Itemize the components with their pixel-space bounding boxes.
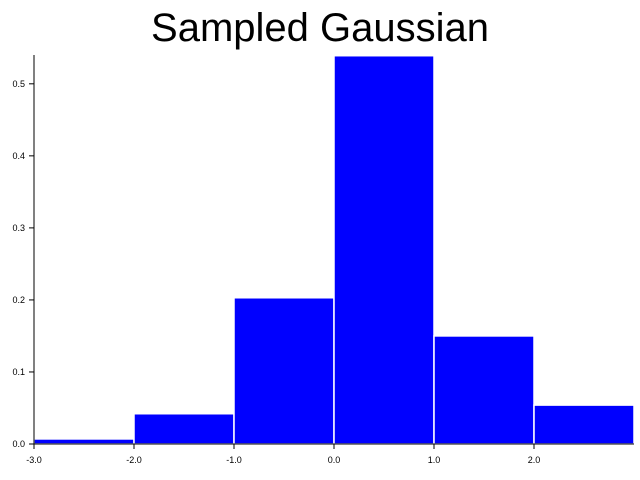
x-tick-label-3: 0.0 (328, 455, 341, 465)
x-ticks-layer: -3.0 -2.0 -1.0 0.0 1.0 2.0 (26, 444, 540, 465)
y-tick-label-3: 0.3 (12, 223, 25, 233)
y-tick-label-5: 0.5 (12, 79, 25, 89)
y-tick-label-4: 0.4 (12, 151, 25, 161)
x-tick-label-1: -2.0 (126, 455, 142, 465)
y-tick-label-1: 0.1 (12, 367, 25, 377)
y-tick-label-2: 0.2 (12, 295, 25, 305)
y-tick-label-0: 0.0 (12, 439, 25, 449)
chart-title: Sampled Gaussian (151, 6, 489, 50)
histogram-bar-2 (233, 297, 335, 445)
x-tick-label-2: -1.0 (226, 455, 242, 465)
histogram-bar-0 (33, 438, 135, 445)
histogram-bar-3 (333, 54, 435, 445)
x-tick-label-4: 1.0 (428, 455, 441, 465)
bars-layer (33, 54, 635, 445)
x-tick-label-0: -3.0 (26, 455, 42, 465)
x-tick-label-5: 2.0 (528, 455, 541, 465)
histogram-bar-1 (133, 412, 235, 445)
y-ticks-layer: 0.0 0.1 0.2 0.3 0.4 0.5 (12, 79, 34, 449)
histogram-bar-5 (533, 404, 635, 445)
histogram-bar-4 (433, 335, 535, 445)
